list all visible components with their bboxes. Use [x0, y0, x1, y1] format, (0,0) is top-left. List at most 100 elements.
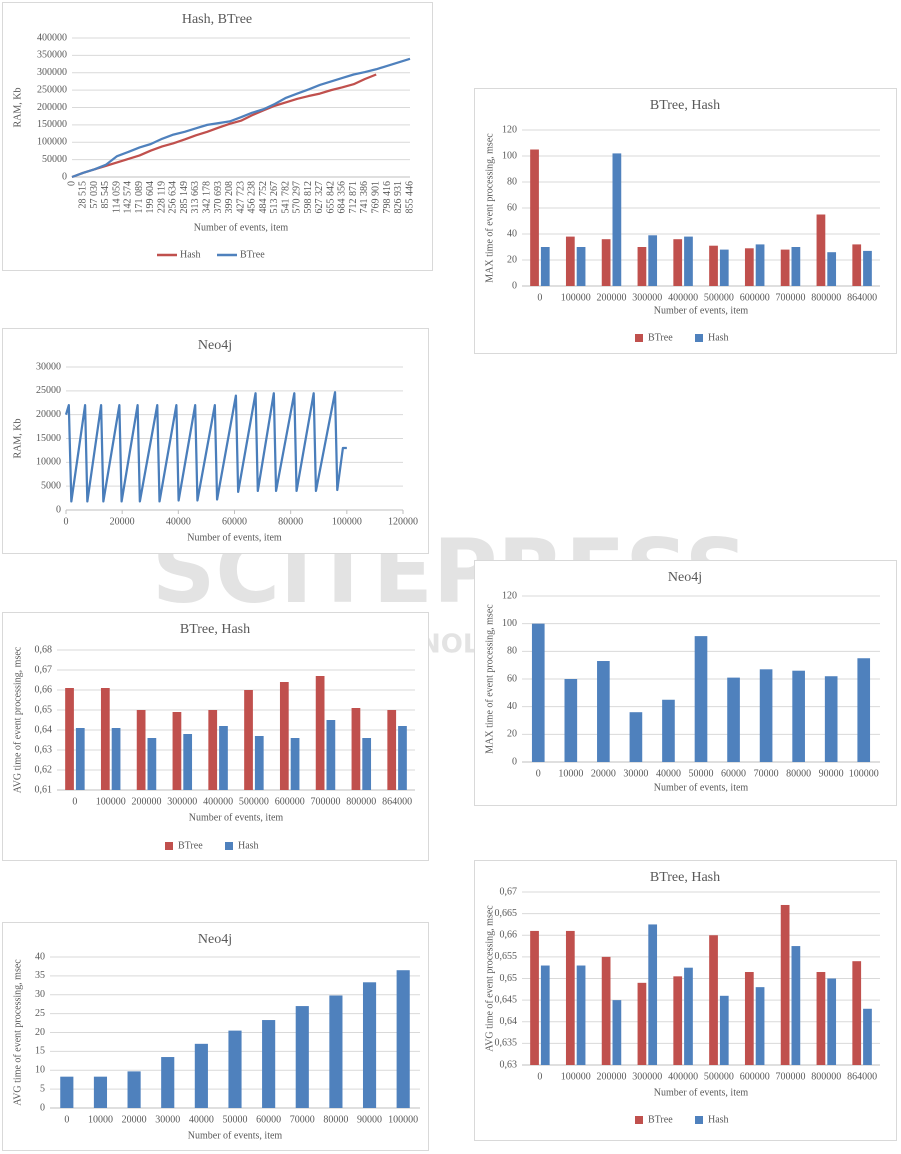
bar: [100, 688, 110, 790]
x-tick-label: 0: [64, 516, 69, 527]
y-tick-label: 0,64: [35, 724, 53, 735]
x-tick-label: 30000: [155, 1114, 180, 1125]
bar: [827, 978, 837, 1065]
bar: [540, 247, 550, 286]
bar: [565, 930, 575, 1065]
x-tick-label: 57 030: [89, 181, 100, 209]
x-tick-label: 700000: [311, 796, 341, 807]
x-tick-label: 100000: [96, 796, 126, 807]
x-tick-label: 500000: [239, 796, 269, 807]
bar: [684, 967, 693, 1065]
legend-label: BTree: [648, 332, 673, 343]
y-tick-label: 0,635: [495, 1038, 518, 1049]
x-tick-label: 400000: [668, 1071, 698, 1082]
x-tick-label: 598 812: [303, 181, 314, 214]
y-tick-label: 0,66: [35, 684, 53, 695]
y-axis-label: MAX time of event processing, msec: [484, 133, 495, 283]
y-tick-label: 10000: [36, 457, 61, 468]
x-tick-label: 300000: [632, 1071, 662, 1082]
bar: [759, 669, 773, 762]
x-tick-label: 200000: [597, 292, 627, 303]
x-axis-label: Number of events, item: [187, 532, 282, 543]
bar: [295, 1006, 309, 1108]
y-tick-label: 0: [512, 280, 517, 291]
x-tick-label: 10000: [88, 1114, 113, 1125]
x-tick-label: 0: [536, 768, 541, 779]
bar: [755, 244, 765, 286]
x-tick-label: 700000: [776, 1071, 806, 1082]
bar: [161, 1057, 175, 1108]
x-tick-label: 80000: [323, 1114, 348, 1125]
y-axis-label: AVG time of event processing, msec: [484, 905, 495, 1052]
bar: [362, 738, 372, 790]
bar: [530, 149, 539, 286]
x-tick-label: 0: [537, 1071, 542, 1082]
x-tick-label: 90000: [819, 768, 844, 779]
x-tick-label: 0: [66, 181, 77, 186]
bar: [576, 965, 586, 1065]
bar: [673, 976, 683, 1065]
bar: [279, 682, 289, 790]
x-tick-label: 40000: [166, 516, 191, 527]
bar: [637, 982, 647, 1065]
legend-swatch: [635, 1116, 643, 1124]
x-tick-label: 769 901: [370, 181, 381, 214]
bar: [755, 987, 765, 1065]
x-tick-label: 456 238: [247, 181, 258, 214]
bar: [648, 235, 658, 286]
x-tick-label: 400000: [668, 292, 698, 303]
bar: [60, 1076, 74, 1108]
chart-title: BTree, Hash: [650, 870, 720, 885]
x-tick-label: 40000: [189, 1114, 214, 1125]
bar: [351, 708, 361, 790]
x-tick-label: 500000: [704, 292, 734, 303]
x-tick-label: 500000: [704, 1071, 734, 1082]
y-tick-label: 80: [507, 646, 517, 657]
x-tick-label: 484 752: [258, 181, 269, 214]
y-tick-label: 30000: [36, 361, 61, 372]
chart-frame: [474, 88, 897, 354]
y-tick-label: 20000: [36, 409, 61, 420]
y-tick-label: 30: [35, 989, 45, 1000]
bar: [396, 970, 410, 1108]
bar: [540, 965, 550, 1065]
x-tick-label: 28 515: [78, 181, 89, 209]
chart-frame: [2, 2, 433, 271]
x-tick-label: 90000: [357, 1114, 382, 1125]
x-tick-label: 100000: [332, 516, 362, 527]
line: [64, 391, 347, 503]
x-tick-label: 100000: [561, 292, 591, 303]
bar: [254, 736, 264, 790]
bar: [315, 676, 325, 790]
x-tick-label: 100000: [849, 768, 879, 779]
x-axis-label: Number of events, item: [188, 1130, 283, 1141]
legend-label: BTree: [178, 840, 203, 851]
y-tick-label: 40: [507, 701, 517, 712]
bar: [290, 738, 300, 790]
bar: [172, 712, 182, 790]
y-tick-label: 0,655: [495, 951, 518, 962]
bar: [744, 248, 754, 286]
bar: [601, 956, 611, 1065]
legend-label: Hash: [708, 332, 729, 343]
x-tick-label: 142 574: [123, 181, 134, 214]
bar: [673, 239, 683, 286]
chart-title: Neo4j: [198, 932, 232, 947]
bar: [601, 239, 611, 286]
y-tick-label: 0: [512, 756, 517, 767]
bar: [75, 728, 85, 790]
x-tick-label: 100000: [561, 1071, 591, 1082]
bar: [597, 661, 610, 762]
y-tick-label: 40: [507, 228, 517, 239]
y-tick-label: 15: [35, 1046, 45, 1057]
bar: [183, 734, 193, 790]
y-tick-label: 40: [35, 951, 45, 962]
x-tick-label: 826 931: [393, 181, 404, 214]
x-tick-label: 300000: [632, 292, 662, 303]
x-tick-label: 228 119: [156, 181, 167, 213]
x-axis-label: Number of events, item: [654, 1087, 749, 1098]
bar: [709, 935, 718, 1065]
chart-title: Hash, BTree: [182, 12, 252, 27]
legend-label: Hash: [238, 840, 259, 851]
